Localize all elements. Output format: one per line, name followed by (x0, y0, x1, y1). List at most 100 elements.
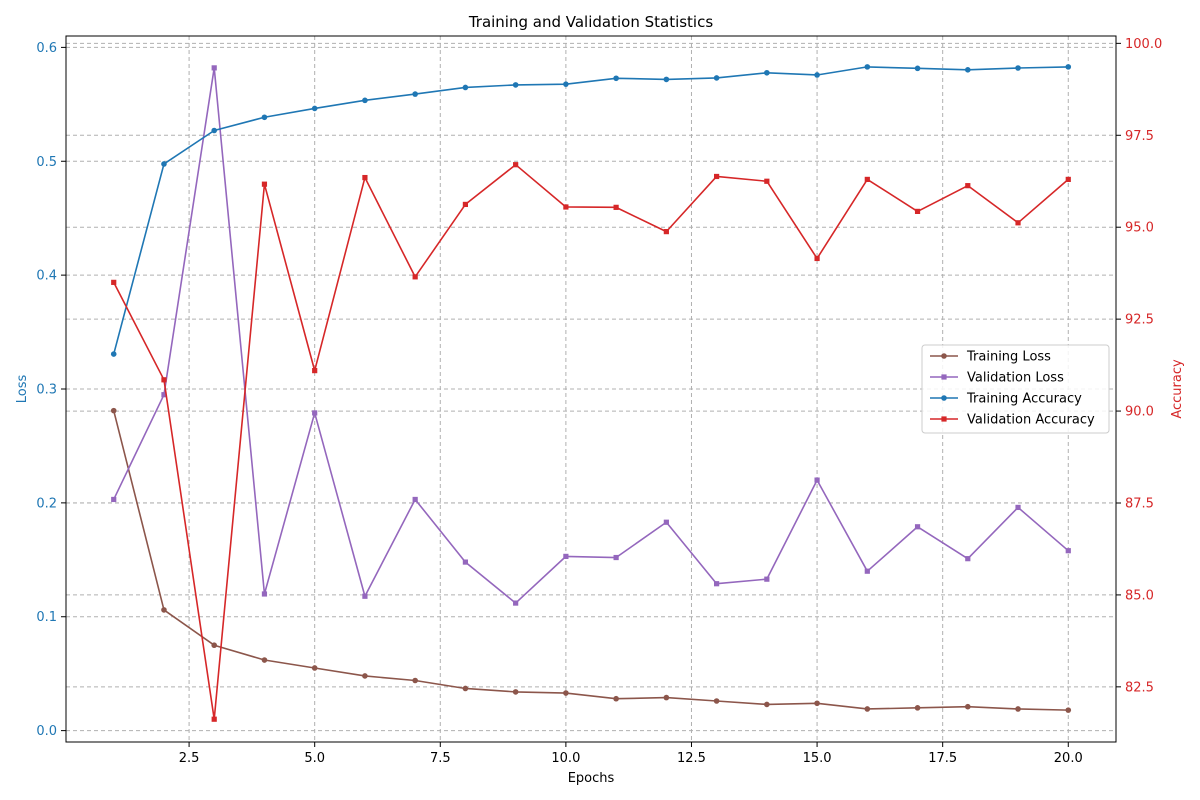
plot-lines (110, 64, 1072, 722)
training-loss-point (613, 695, 619, 702)
training-loss-point (110, 407, 117, 414)
x-tick-label: 10.0 (551, 751, 580, 766)
training-loss-point (563, 690, 569, 696)
validation-accuracy-point (914, 208, 921, 214)
training-accuracy-point (1065, 64, 1072, 70)
validation-loss-point (1065, 548, 1071, 554)
training-loss-point (412, 677, 418, 684)
x-tick-label: 2.5 (179, 751, 200, 766)
validation-accuracy-point (713, 173, 720, 180)
training-loss-point (914, 705, 921, 711)
legend-item-validation-loss: Validation Loss (930, 371, 1064, 386)
validation-loss-point (563, 553, 569, 559)
y-left-tick-label: 0.6 (36, 41, 57, 56)
legend-item-training-loss: Training Loss (930, 350, 1051, 365)
training-accuracy-point (764, 69, 770, 76)
validation-accuracy-point (814, 255, 820, 262)
legend-label: Validation Loss (967, 371, 1064, 386)
validation-loss-point (362, 593, 368, 599)
training-accuracy-point (462, 84, 469, 91)
training-accuracy-point (814, 72, 820, 78)
grid (66, 36, 1116, 742)
y-left-tick-label: 0.3 (36, 383, 57, 398)
validation-accuracy-point (513, 162, 519, 168)
series-training-loss (110, 407, 1072, 713)
training-loss-point (462, 685, 469, 692)
training-accuracy-point (914, 65, 921, 72)
validation-accuracy-line (113, 163, 1069, 721)
validation-loss-point (713, 581, 720, 587)
validation-loss-point (613, 554, 619, 561)
validation-loss-point (914, 524, 921, 530)
legend-marker (941, 416, 947, 422)
x-tick-label: 12.5 (677, 751, 706, 766)
validation-loss-point (764, 576, 770, 582)
x-tick-label: 17.5 (928, 751, 957, 766)
x-axis-title: Epochs (568, 771, 615, 786)
y-left-tick-label: 0.0 (36, 724, 57, 739)
x-tick-label: 5.0 (304, 751, 325, 766)
legend-label: Training Loss (966, 350, 1051, 365)
validation-accuracy-point (412, 274, 418, 280)
y-right-axis: 82.5 85.0 87.5 90.0 92.5 95.0 97.5 100.0 (1116, 37, 1162, 695)
validation-loss-point (965, 556, 971, 562)
validation-accuracy-point (1015, 220, 1021, 226)
y-right-tick-label: 87.5 (1125, 496, 1154, 511)
training-accuracy-point (311, 105, 318, 112)
validation-loss-point (1015, 504, 1021, 511)
x-tick-label: 7.5 (430, 751, 451, 766)
y-right-tick-label: 97.5 (1125, 129, 1154, 144)
validation-loss-point (312, 410, 318, 416)
series-validation-loss (111, 65, 1071, 606)
validation-accuracy-point (613, 204, 619, 210)
validation-accuracy-point (161, 377, 167, 383)
validation-loss-point (161, 392, 167, 398)
validation-accuracy-point (663, 229, 669, 235)
y-right-tick-label: 95.0 (1125, 221, 1154, 236)
validation-accuracy-point (362, 174, 368, 181)
training-loss-point (211, 642, 218, 649)
y-left-tick-label: 0.4 (36, 269, 57, 284)
legend-marker (941, 353, 947, 359)
training-accuracy-point (964, 67, 971, 73)
validation-loss-point (211, 65, 217, 71)
y-right-tick-label: 100.0 (1125, 37, 1162, 52)
y-right-tick-label: 90.0 (1125, 405, 1154, 420)
chart-title: Training and Validation Statistics (468, 13, 714, 31)
training-loss-point (713, 698, 720, 704)
training-loss-point (764, 701, 770, 708)
training-accuracy-point (613, 75, 619, 82)
series-validation-accuracy (111, 162, 1071, 722)
x-tick-label: 20.0 (1054, 751, 1083, 766)
training-accuracy-point (713, 75, 720, 81)
y-left-axis-title: Loss (15, 375, 30, 404)
y-right-tick-label: 92.5 (1125, 313, 1154, 328)
training-loss-point (311, 665, 318, 671)
training-loss-point (1015, 706, 1021, 712)
validation-loss-point (864, 568, 870, 574)
training-loss-point (261, 657, 268, 663)
training-loss-point (512, 689, 519, 695)
legend-label: Validation Accuracy (967, 413, 1095, 428)
validation-accuracy-point (563, 204, 569, 210)
validation-accuracy-point (261, 181, 268, 187)
y-left-tick-label: 0.5 (36, 155, 57, 170)
validation-loss-point (462, 559, 469, 565)
validation-accuracy-point (111, 279, 117, 285)
legend-item-training-accuracy: Training Accuracy (930, 392, 1082, 407)
training-accuracy-point (864, 64, 871, 70)
training-accuracy-point (563, 81, 569, 87)
validation-loss-point (814, 477, 820, 483)
x-axis: 2.5 5.0 7.5 10.0 12.5 15.0 17.5 20.0 (179, 742, 1083, 766)
training-accuracy-point (412, 91, 418, 97)
validation-loss-point (663, 519, 669, 525)
validation-accuracy-point (864, 176, 870, 183)
y-right-tick-label: 85.0 (1125, 588, 1154, 603)
legend-label: Training Accuracy (966, 392, 1082, 407)
validation-accuracy-point (1065, 176, 1071, 183)
training-accuracy-point (161, 161, 167, 167)
legend-box (921, 344, 1110, 434)
validation-accuracy-point (764, 178, 770, 184)
training-accuracy-point (362, 97, 368, 104)
validation-accuracy-point (312, 368, 318, 374)
